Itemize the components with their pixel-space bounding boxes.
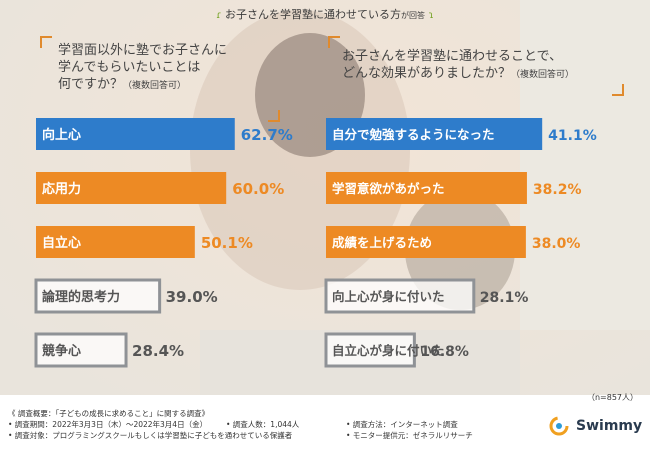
survey-target: • 調査対象：プログラミングスクールもしくは学習塾に子どもを通わせている保護者 bbox=[8, 431, 293, 440]
bar-value-label: 41.1% bbox=[548, 128, 597, 144]
survey-period: • 調査期間：2022年3月3日（木）～2022年3月4日（金） bbox=[8, 420, 208, 429]
bar bbox=[36, 118, 235, 150]
corner-bracket-br bbox=[268, 110, 280, 122]
bar-category-label: 向上心 bbox=[42, 127, 81, 143]
bar bbox=[324, 278, 476, 314]
bar-category-label: 成績を上げるため bbox=[332, 235, 432, 250]
bar-group: 向上心 62.7% bbox=[36, 118, 293, 150]
bar bbox=[34, 332, 128, 368]
bar-group: 学習意欲があがった 38.2% bbox=[326, 172, 582, 204]
swimmy-logo-icon bbox=[549, 416, 569, 436]
bar-group: 成績を上げるため 38.0% bbox=[326, 226, 580, 258]
bar-category-label: 自分で勉強するようになった bbox=[332, 127, 495, 142]
bar bbox=[326, 118, 543, 150]
bar-value-label: 38.2% bbox=[533, 182, 582, 198]
sample-size: （n=857人） bbox=[586, 393, 638, 402]
bar bbox=[34, 278, 162, 314]
survey-title: 《 調査概要：「子どもの成長に求めること」に関する調査》 bbox=[8, 409, 210, 418]
bar-group: 論理的思考力 39.0% bbox=[34, 278, 218, 314]
bar bbox=[36, 172, 227, 204]
bar-group: 応用力 60.0% bbox=[36, 172, 284, 204]
header-title: お子さんを学習塾に通わせている方 bbox=[225, 8, 401, 21]
corner-bracket-tl-right bbox=[328, 36, 340, 48]
bar-category-label: 学習意欲があがった bbox=[332, 181, 445, 196]
bar-category-label: 競争心 bbox=[42, 343, 81, 359]
right-question-note: （複数回答可） bbox=[511, 70, 575, 80]
survey-provider: • モニター提供元：ゼネラルリサーチ bbox=[346, 431, 473, 440]
bar bbox=[326, 172, 527, 204]
bar bbox=[324, 332, 416, 368]
bar-group: 自立心 50.1% bbox=[36, 226, 253, 258]
bar-value-label: 38.0% bbox=[532, 236, 581, 252]
swimmy-logo-text: Swimmy bbox=[576, 418, 643, 434]
bar-group: 向上心が身に付いた 28.1% bbox=[324, 278, 529, 314]
bar-category-label: 応用力 bbox=[42, 181, 81, 197]
leaf-left-icon: ɾ bbox=[216, 10, 222, 21]
bar-category-label: 向上心が身に付いた bbox=[332, 289, 445, 304]
bar-value-label: 28.1% bbox=[480, 290, 529, 306]
bar-value-label: 39.0% bbox=[166, 288, 218, 306]
leaf-right-icon: ɿ bbox=[428, 10, 434, 21]
left-question-line3: 何ですか？ bbox=[58, 77, 124, 92]
bar-category-label: 自立心が身に付いた bbox=[332, 343, 445, 358]
swimmy-logo: Swimmy bbox=[548, 415, 642, 437]
bar-category-label: 論理的思考力 bbox=[42, 289, 120, 305]
bar-group: 競争心 28.4% bbox=[34, 332, 184, 368]
bar-category-label: 自立心 bbox=[42, 235, 81, 251]
header-title-small: が回答 bbox=[401, 11, 425, 20]
chart-header: ɾ お子さんを学習塾に通わせている方が回答 ɿ bbox=[0, 6, 650, 22]
bar-value-label: 50.1% bbox=[201, 234, 253, 252]
bar-value-label: 60.0% bbox=[232, 180, 284, 198]
bar-value-label: 62.7% bbox=[241, 126, 293, 144]
left-question-line2: 学んでもらいたいことは bbox=[58, 60, 201, 75]
right-question: お子さんを学習塾に通わせることで、 どんな効果がありましたか？（複数回答可） bbox=[342, 48, 574, 84]
bar-group: 自分で勉強するようになった 41.1% bbox=[326, 118, 597, 150]
bar bbox=[326, 226, 526, 258]
right-question-line1: お子さんを学習塾に通わせることで、 bbox=[342, 49, 563, 64]
survey-count: • 調査人数：1,044人 bbox=[226, 420, 300, 429]
bar bbox=[36, 226, 195, 258]
bar-value-label: 16.8% bbox=[420, 344, 469, 360]
corner-bracket-tl bbox=[40, 36, 52, 48]
survey-method: • 調査方法：インターネット調査 bbox=[346, 420, 458, 429]
left-question: 学習面以外に塾でお子さんに 学んでもらいたいことは 何ですか？（複数回答可） bbox=[58, 42, 227, 95]
bar-value-label: 28.4% bbox=[132, 342, 184, 360]
left-question-line1: 学習面以外に塾でお子さんに bbox=[58, 43, 228, 58]
corner-bracket-br-right bbox=[612, 84, 624, 96]
left-question-note: （複数回答可） bbox=[123, 81, 187, 91]
right-question-line2: どんな効果がありましたか？ bbox=[342, 66, 512, 81]
